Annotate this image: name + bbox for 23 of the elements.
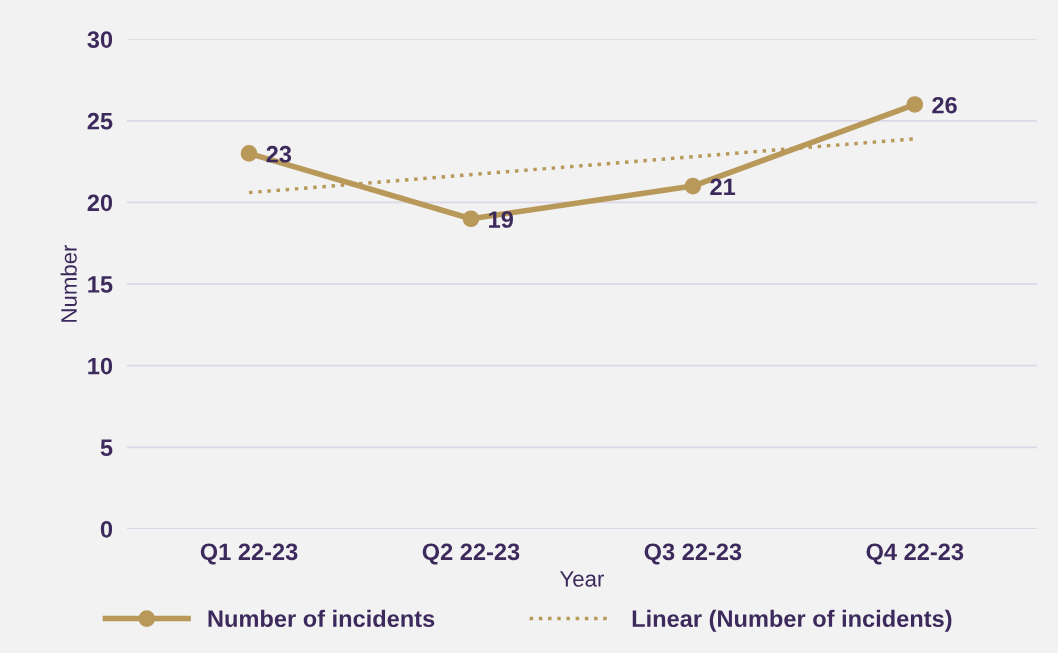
x-tick-label: Q3 22-23 [644,543,742,565]
x-tick-label: Q4 22-23 [866,543,964,565]
point [462,210,480,228]
y-tick-label: 5 [100,439,113,457]
y-tick-label: 15 [88,276,113,293]
data-label: 21 [710,178,736,195]
legend-label: Number of incidents [208,609,435,628]
point [240,145,258,162]
data-label: 19 [489,211,513,228]
x-axis-title: Year [559,571,604,587]
data-label: 23 [266,145,292,163]
point [684,177,702,195]
y-tick-label: 10 [88,357,113,375]
y-tick-label: 25 [87,112,113,130]
x-tick-label: Q2 22-23 [422,543,520,565]
y-tick-label: 0 [100,521,113,538]
y-tick-label: 20 [87,194,113,212]
legend-label: Linear (Number of incidents) [632,609,952,632]
y-tick-label: 30 [87,31,113,48]
data-label: 26 [932,96,957,114]
point [906,96,924,113]
x-tick-label: Q1 22-23 [200,543,298,565]
y-axis-title: Number [60,244,77,322]
